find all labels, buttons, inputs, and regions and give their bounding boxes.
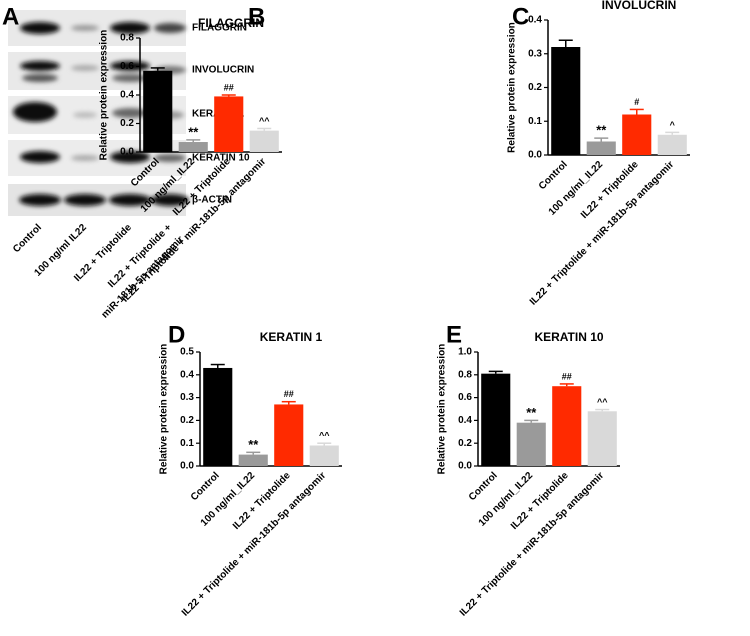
y-tick-label: 0.2 [528, 82, 542, 93]
y-tick-label: 0.1 [528, 116, 542, 127]
band [20, 22, 60, 34]
band [109, 194, 151, 206]
significance-mark: ## [284, 389, 294, 399]
y-tick-label: 0.0 [458, 461, 472, 472]
y-tick-label: 0.3 [180, 392, 194, 403]
y-tick-label: 0.2 [180, 415, 194, 426]
significance-mark: ^^ [319, 431, 330, 441]
band [110, 151, 150, 163]
y-tick-label: 0.2 [120, 118, 134, 129]
significance-mark: ** [526, 405, 537, 420]
significance-mark: ## [562, 371, 572, 381]
band [71, 25, 99, 31]
bar [586, 141, 616, 155]
y-tick-label: 0.8 [120, 33, 134, 44]
bar [587, 411, 617, 466]
significance-mark: ** [596, 123, 607, 138]
chart-title: INVOLUCRIN [602, 0, 677, 12]
band [73, 112, 97, 118]
significance-mark: ## [224, 82, 234, 92]
band [71, 65, 99, 71]
significance-mark: ^ [670, 120, 676, 130]
y-tick-label: 0.0 [528, 150, 542, 161]
significance-mark: # [634, 97, 639, 107]
y-tick-label: 0.5 [180, 347, 194, 358]
y-axis-label: Relative protein expression [507, 22, 518, 153]
band [64, 194, 106, 206]
band [19, 194, 61, 206]
band [154, 154, 186, 162]
panel-label: A [2, 3, 19, 30]
bar [274, 404, 304, 466]
y-tick-label: 0.1 [180, 438, 194, 449]
y-tick-label: 0.2 [458, 438, 472, 449]
chart-title: KERATIN 10 [534, 330, 603, 344]
chart-title: FILAGGRIN [198, 16, 264, 30]
bar [214, 96, 244, 152]
y-axis-label: Relative protein expression [437, 344, 448, 475]
band [110, 22, 150, 34]
bar [622, 114, 652, 155]
y-tick-label: 0.0 [120, 147, 134, 158]
protein-label: KERATIN 10 [192, 153, 250, 164]
chart-title: KERATIN 1 [260, 330, 323, 344]
band [13, 102, 57, 122]
panel-label: B [248, 3, 265, 30]
y-tick-label: 1.0 [458, 347, 472, 358]
band [20, 151, 60, 163]
band [151, 194, 189, 206]
bar [481, 373, 511, 466]
bar [238, 454, 268, 466]
bar [249, 130, 279, 152]
band [154, 23, 186, 33]
significance-mark: ** [248, 437, 259, 452]
bar [516, 422, 546, 466]
bar [309, 445, 339, 466]
y-axis-label: Relative protein expression [99, 30, 110, 161]
band [112, 108, 148, 118]
significance-mark: ^^ [259, 116, 270, 126]
x-tick-label: Control [467, 470, 500, 503]
protein-label: INVOLUCRIN [192, 65, 254, 76]
bar [143, 70, 173, 152]
band [20, 61, 60, 71]
significance-mark: ^^ [597, 397, 608, 407]
y-tick-label: 0.0 [180, 461, 194, 472]
y-tick-label: 0.4 [120, 90, 134, 101]
x-tick-label: Control [537, 159, 570, 192]
y-axis-label: Relative protein expression [159, 344, 170, 475]
panel-label: C [512, 3, 529, 30]
significance-mark: ** [188, 124, 199, 139]
x-tick-label: Control [189, 470, 222, 503]
y-tick-label: 0.6 [458, 392, 472, 403]
bar [203, 367, 233, 466]
panel-label: D [168, 321, 185, 348]
bar [552, 386, 582, 466]
y-tick-label: 0.4 [180, 369, 194, 380]
panel-label: E [446, 321, 462, 348]
y-tick-label: 0.4 [458, 415, 472, 426]
y-tick-label: 0.6 [120, 61, 134, 72]
band [71, 155, 99, 161]
bar [551, 47, 581, 155]
protein-label: FILAGGRIN [192, 23, 247, 34]
bar [657, 134, 687, 155]
band [112, 74, 148, 82]
lane-label: Control [11, 222, 44, 255]
y-tick-label: 0.4 [528, 15, 542, 26]
protein-label: β-ACTIN [192, 195, 232, 206]
band [22, 74, 58, 82]
bar [178, 142, 208, 152]
y-tick-label: 0.3 [528, 48, 542, 59]
y-tick-label: 0.8 [458, 369, 472, 380]
